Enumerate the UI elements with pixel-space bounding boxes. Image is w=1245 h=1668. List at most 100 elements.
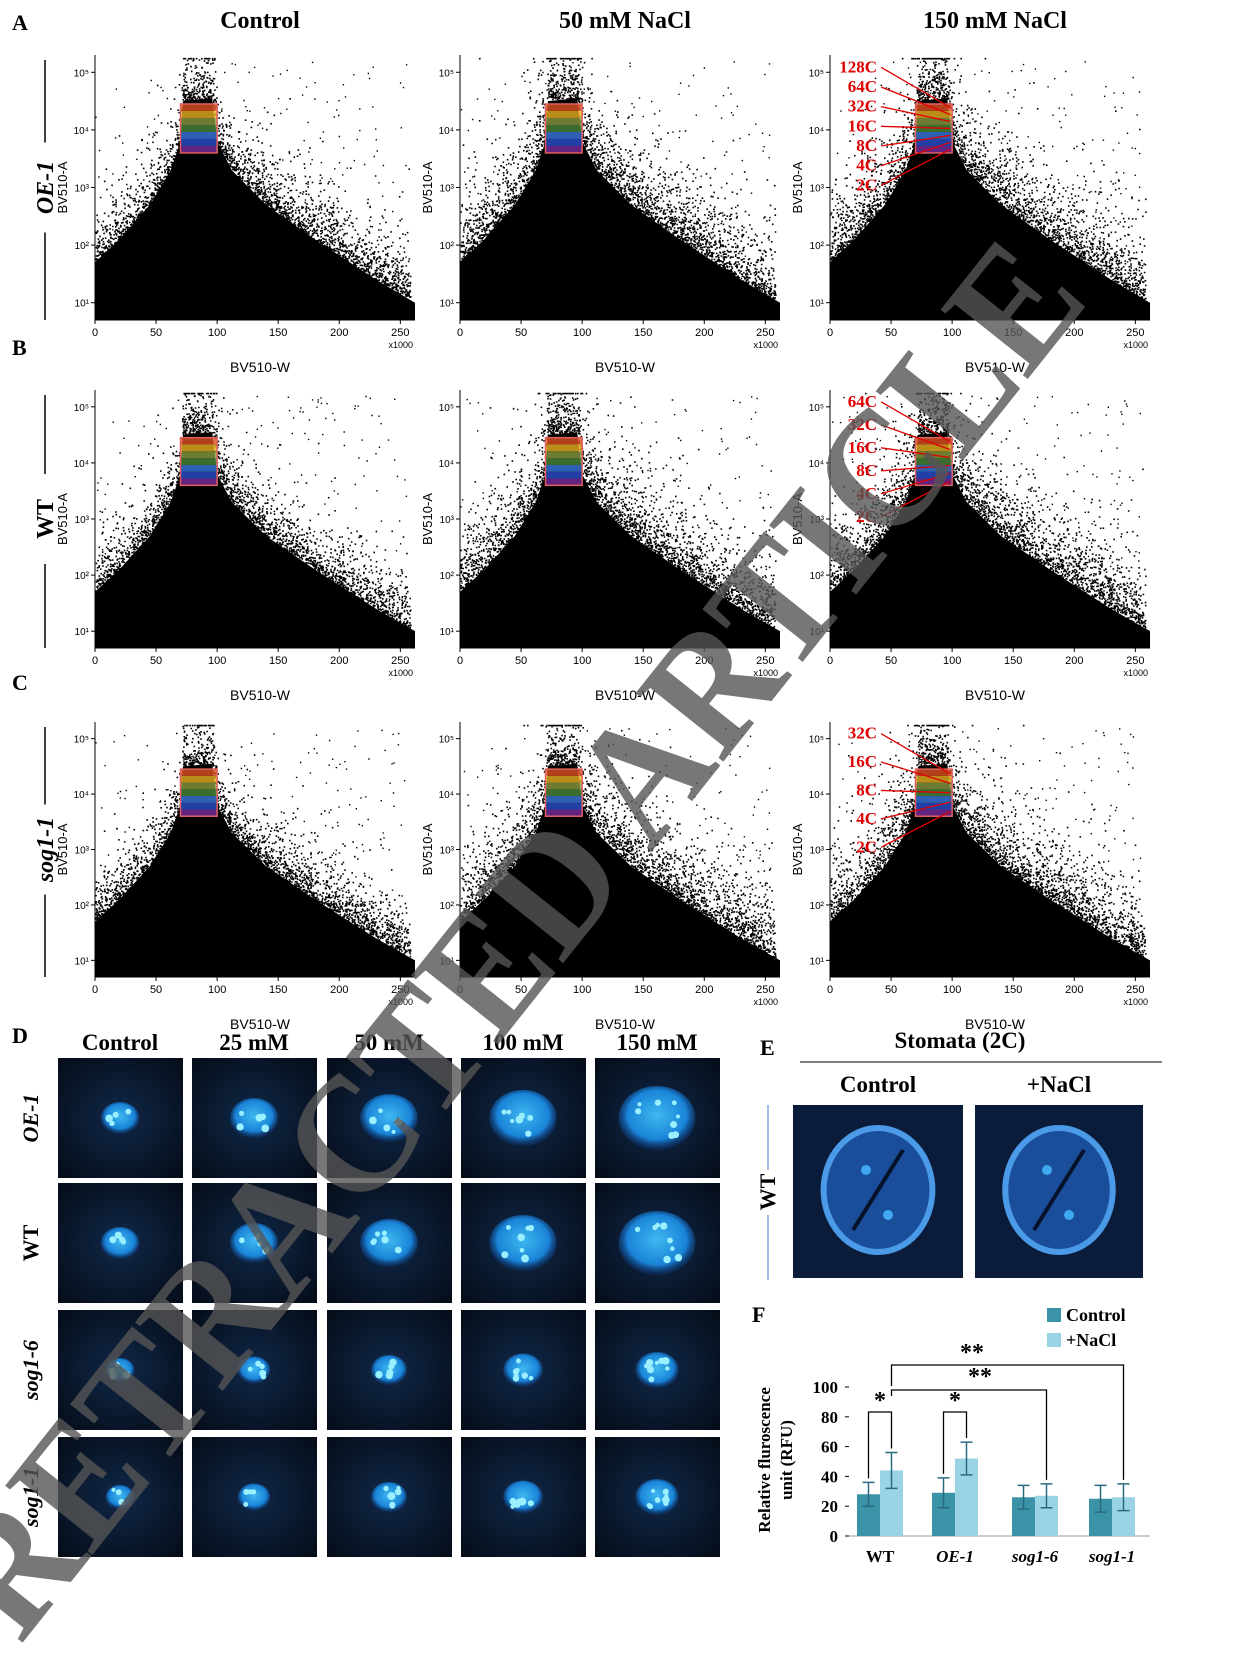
legend-swatch — [1047, 1308, 1061, 1322]
x-tick-label: 250 — [1126, 327, 1144, 339]
x-tick-label: 250 — [1126, 984, 1144, 996]
y-tick-label: 10⁵ — [809, 68, 824, 79]
column-title: Control — [840, 1072, 916, 1097]
y-tick-label: 10² — [810, 901, 825, 912]
bracket — [942, 1411, 968, 1474]
gate-band — [915, 117, 953, 125]
error-bar — [960, 1441, 973, 1476]
x-tick-label: 150 — [634, 984, 652, 996]
gate-label: P1 — [547, 89, 560, 101]
gate-band — [545, 809, 583, 817]
bar — [1035, 1495, 1058, 1536]
gate-label: P1 — [547, 754, 560, 766]
y-tick-label: 10³ — [440, 515, 455, 526]
chromocenter — [654, 1099, 662, 1106]
x-tick-label: 50 — [515, 327, 527, 339]
bracket — [890, 1364, 1125, 1480]
nucleus — [618, 1211, 696, 1275]
chromocenter — [515, 1367, 520, 1373]
scatter-dots — [830, 57, 1147, 305]
x-tick-label: 200 — [695, 984, 713, 996]
x-tick-label: 50 — [515, 984, 527, 996]
x-tick-label: sog1-1 — [1088, 1547, 1135, 1566]
bar — [857, 1494, 880, 1536]
x-tick-label: 0 — [827, 655, 833, 667]
chromocenter — [260, 1373, 267, 1380]
error-bar — [937, 1477, 950, 1509]
x-tick-label: 100 — [573, 655, 591, 667]
chromocenter — [118, 1236, 126, 1243]
x-tick-label: 200 — [1065, 984, 1083, 996]
y-axis-label: BV510-A — [420, 823, 435, 875]
x-tick-label: 0 — [92, 984, 98, 996]
y-tick-label: 10² — [440, 571, 455, 582]
ploidy-label: 4C — [856, 156, 877, 175]
y-tick-label: 10¹ — [75, 627, 90, 638]
ploidy-arrow — [880, 761, 951, 784]
panel-letter: A — [12, 10, 28, 35]
gate-band — [180, 103, 218, 111]
x-tick-label: 0 — [457, 984, 463, 996]
y-tick-label: 80 — [821, 1408, 838, 1427]
chromocenter — [381, 1230, 388, 1236]
y-tick-label: 10⁵ — [74, 735, 89, 746]
x-tick-label: 100 — [208, 327, 226, 339]
gate-band — [915, 437, 953, 445]
gate-label: P1 — [182, 89, 195, 101]
ploidy-label: 8C — [856, 136, 877, 155]
nucleus — [360, 1219, 418, 1267]
column-title: Control — [82, 1030, 158, 1055]
ploidy-arrow — [880, 447, 951, 459]
scatter-dots — [460, 724, 777, 962]
scatter-dots — [460, 392, 777, 633]
y-tick-label: 10⁴ — [439, 790, 454, 801]
gate-band — [545, 103, 583, 111]
chromocenter — [370, 1239, 377, 1246]
chromocenter — [109, 1236, 117, 1244]
y-axis-label: Relative fluroscence — [755, 1387, 774, 1533]
y-tick-label: 100 — [813, 1378, 839, 1397]
x-tick-label: 100 — [943, 984, 961, 996]
scatter-dots — [95, 57, 412, 304]
ploidy-arrow — [880, 134, 951, 147]
gate-band — [545, 117, 583, 125]
ploidy-label: 64C — [848, 77, 877, 96]
chromocenter — [517, 1233, 525, 1242]
nucleus — [635, 1352, 679, 1388]
ploidy-label: 64C — [848, 392, 877, 411]
chromocenter — [512, 1375, 520, 1382]
gate — [544, 768, 583, 817]
annotation: ** — [960, 1340, 984, 1366]
scatter-cloud — [460, 98, 780, 321]
nucleus — [503, 1353, 543, 1387]
nucleus — [489, 1215, 557, 1271]
x-axis-label: BV510-W — [230, 359, 291, 375]
ploidy-label: 128C — [839, 57, 877, 76]
gate-band — [545, 769, 583, 776]
y-tick-label: 10² — [810, 571, 825, 582]
gate-label: P1 — [182, 423, 195, 435]
gate-band — [545, 782, 583, 790]
chromocenter — [239, 1110, 245, 1116]
chromocenter — [259, 1363, 265, 1369]
column-title: +NaCl — [1027, 1072, 1091, 1097]
y-tick-label: 10² — [75, 241, 90, 252]
column-title: 25 mM — [219, 1030, 289, 1055]
column-title: 50 mM NaCl — [559, 8, 691, 34]
chromocenter — [394, 1118, 403, 1126]
row-label: WT — [18, 1224, 43, 1261]
chromocenter — [238, 1237, 245, 1244]
ploidy-arrow — [880, 801, 951, 820]
scatter-cloud — [95, 432, 415, 648]
y-tick-label: 10² — [810, 241, 825, 252]
x-axis-label: BV510-W — [595, 359, 656, 375]
x-tick-label: 200 — [1065, 327, 1083, 339]
chromocenter — [243, 1489, 250, 1495]
x-tick-label: 250 — [391, 327, 409, 339]
chromocenter — [651, 1488, 656, 1494]
annotation: ** — [968, 1364, 992, 1390]
x-tick-label: sog1-6 — [1011, 1547, 1059, 1566]
chromocenter — [506, 1109, 512, 1115]
ploidy-arrow — [880, 86, 951, 116]
